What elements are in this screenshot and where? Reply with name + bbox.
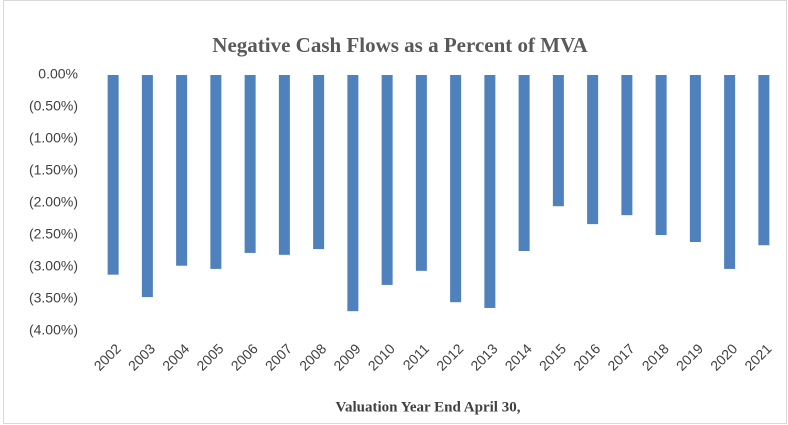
bar bbox=[655, 75, 667, 235]
x-tick-label: 2019 bbox=[673, 340, 706, 373]
x-tick-label: 2004 bbox=[159, 340, 192, 373]
x-tick-label: 2012 bbox=[433, 340, 466, 373]
y-tick-label: (0.50%) bbox=[29, 98, 78, 114]
bar bbox=[552, 75, 564, 207]
x-tick-label: 2009 bbox=[330, 340, 363, 373]
x-tick-label: 2003 bbox=[125, 340, 158, 373]
bar bbox=[210, 75, 222, 269]
x-tick-label: 2013 bbox=[467, 340, 500, 373]
x-tick-label: 2018 bbox=[639, 340, 672, 373]
bar bbox=[107, 75, 119, 275]
bar bbox=[724, 75, 736, 269]
x-tick-label: 2007 bbox=[262, 340, 295, 373]
y-tick-label: (3.50%) bbox=[29, 290, 78, 306]
x-tick-label: 2020 bbox=[707, 340, 740, 373]
y-tick-label: (1.50%) bbox=[29, 162, 78, 178]
bar bbox=[689, 75, 701, 243]
x-tick-label: 2008 bbox=[296, 340, 329, 373]
x-tick-label: 2017 bbox=[604, 340, 637, 373]
y-tick-label: (2.50%) bbox=[29, 226, 78, 242]
bar bbox=[313, 75, 325, 250]
x-tick-label: 2006 bbox=[228, 340, 261, 373]
y-tick-label: (1.00%) bbox=[29, 130, 78, 146]
x-tick-label: 2016 bbox=[570, 340, 603, 373]
bar bbox=[518, 75, 530, 251]
x-tick-label: 2010 bbox=[365, 340, 398, 373]
bar bbox=[244, 75, 256, 253]
x-tick-label: 2002 bbox=[91, 340, 124, 373]
x-tick-label: 2015 bbox=[536, 340, 569, 373]
x-tick-label: 2021 bbox=[741, 340, 774, 373]
x-tick-label: 2011 bbox=[400, 340, 433, 373]
x-axis-label: Valuation Year End April 30, bbox=[336, 399, 521, 415]
bar bbox=[141, 75, 153, 298]
bar bbox=[347, 75, 359, 312]
y-tick-label: 0.00% bbox=[38, 66, 78, 82]
y-tick-label: (2.00%) bbox=[29, 194, 78, 210]
bar bbox=[381, 75, 393, 285]
x-tick-label: 2014 bbox=[502, 340, 535, 373]
chart-frame bbox=[3, 0, 787, 424]
x-tick-label: 2005 bbox=[193, 340, 226, 373]
bar bbox=[278, 75, 290, 255]
bar bbox=[621, 75, 633, 216]
y-tick-label: (3.00%) bbox=[29, 258, 78, 274]
y-tick-label: (4.00%) bbox=[29, 322, 78, 338]
bar bbox=[758, 75, 770, 246]
chart-title: Negative Cash Flows as a Percent of MVA bbox=[212, 33, 588, 57]
bar bbox=[587, 75, 599, 225]
bar bbox=[176, 75, 188, 266]
bar bbox=[450, 75, 462, 303]
bar bbox=[415, 75, 427, 271]
bar bbox=[484, 75, 496, 308]
